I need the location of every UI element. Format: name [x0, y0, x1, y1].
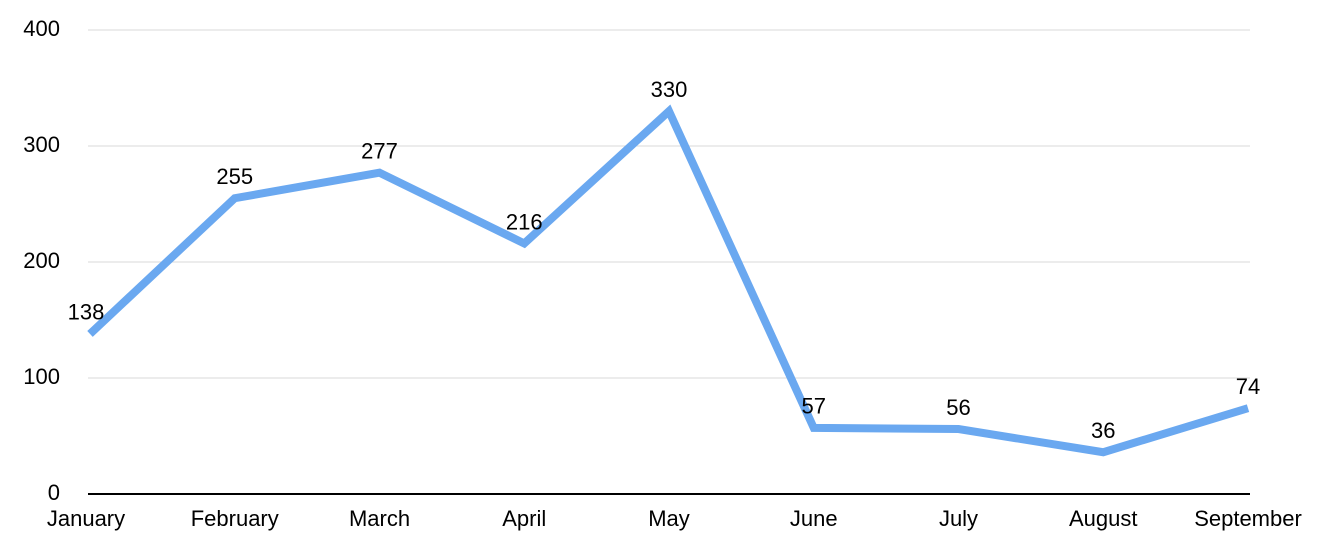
- y-tick-label: 300: [23, 132, 60, 157]
- data-label: 255: [216, 164, 253, 189]
- line: [87, 104, 1250, 457]
- x-tick-label: July: [939, 506, 978, 531]
- data-label: 57: [802, 394, 826, 419]
- y-tick-label: 0: [48, 480, 60, 505]
- x-tick-label: February: [191, 506, 279, 531]
- data-label: 56: [946, 395, 970, 420]
- data-label: 138: [68, 300, 105, 325]
- x-tick-label: March: [349, 506, 410, 531]
- x-tick-label: September: [1194, 506, 1302, 531]
- x-tick-label: April: [502, 506, 546, 531]
- data-label: 216: [506, 209, 543, 234]
- data-label: 36: [1091, 418, 1115, 443]
- x-tick-label: May: [648, 506, 690, 531]
- data-label: 330: [651, 77, 688, 102]
- y-tick-label: 200: [23, 248, 60, 273]
- x-tick-label: January: [47, 506, 125, 531]
- y-tick-label: 400: [23, 16, 60, 41]
- y-tick-label: 100: [23, 364, 60, 389]
- data-label: 277: [361, 138, 398, 163]
- data-label: 74: [1236, 374, 1260, 399]
- x-tick-label: June: [790, 506, 838, 531]
- x-tick-label: August: [1069, 506, 1138, 531]
